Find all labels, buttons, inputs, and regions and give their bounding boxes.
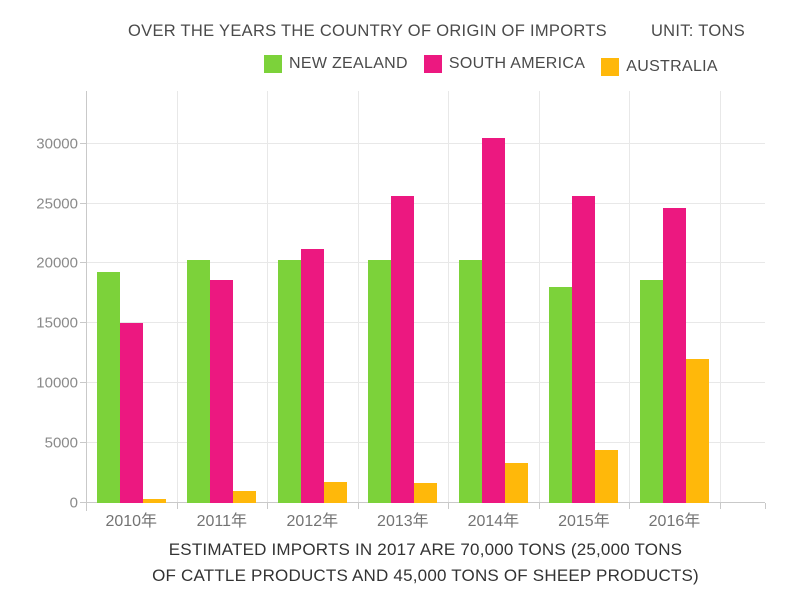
bar-new-zealand-2010[interactable] [96,271,120,503]
x-axis-label-2014: 2014年 [467,513,520,530]
y-tick-30000 [80,142,86,144]
bar-australia-2010[interactable] [142,499,166,503]
caption: ESTIMATED IMPORTS IN 2017 ARE 70,000 TON… [86,537,765,589]
x-tick-2 [267,503,269,509]
unit-label: UNIT: TONS [650,22,746,40]
bar-south-america-2016[interactable] [662,207,686,503]
y-tick-15000 [80,322,86,324]
legend-label-new-zealand: NEW ZEALAND [289,55,408,72]
bar-australia-2013[interactable] [414,482,438,503]
bar-new-zealand-2016[interactable] [639,279,663,503]
caption-line-2: OF CATTLE PRODUCTS AND 45,000 TONS OF SH… [152,566,699,585]
x-axis-label-2016: 2016年 [648,513,701,530]
gridline-h-30000 [86,142,765,144]
x-axis-label-2015: 2015年 [558,513,610,530]
bar-new-zealand-2015[interactable] [549,287,573,503]
gridline-h-20000 [86,262,765,264]
x-tick-end [765,503,766,509]
y-tick-25000 [80,202,86,204]
bar-australia-2011[interactable] [233,491,257,503]
y-axis-label-15000: 15000 [36,314,78,332]
bar-new-zealand-2012[interactable] [277,260,301,503]
bar-australia-2014[interactable] [504,463,528,503]
gridline-h-5000 [86,442,765,444]
bar-south-america-2014[interactable] [481,137,505,503]
chart-title: OVER THE YEARS THE COUNTRY OF ORIGIN OF … [128,22,607,40]
y-tick-10000 [80,382,86,384]
y-tick-20000 [80,262,86,264]
y-tick-5000 [80,442,86,444]
legend-swatch-new-zealand [264,55,282,73]
gridline-v-6 [629,91,631,503]
x-tick-4 [448,503,450,509]
x-tick-5 [538,503,540,509]
x-axis-label-2011: 2011年 [196,513,247,530]
y-tick-0 [80,502,86,503]
y-axis-line [86,91,87,511]
x-axis-label-2013: 2013年 [377,513,429,530]
gridline-h-15000 [86,322,765,324]
y-axis-label-20000: 20000 [36,254,78,272]
legend-label-australia: AUSTRALIA [626,58,718,75]
bar-new-zealand-2014[interactable] [458,260,482,503]
bar-australia-2015[interactable] [595,450,619,503]
plot-area: 0 5000 10000 15000 20000 25000 30000 2010年 2011年… [36,91,766,530]
caption-line-1: ESTIMATED IMPORTS IN 2017 ARE 70,000 TON… [168,540,683,559]
legend-swatch-australia [601,58,620,76]
legend-item-south-america[interactable]: SOUTH AMERICA [423,55,586,73]
y-axis-label-0: 0 [69,494,78,512]
x-tick-6 [629,503,631,509]
bar-australia-2016[interactable] [685,358,709,503]
y-axis-label-30000: 30000 [36,135,78,153]
gridline-v-3 [357,91,359,503]
y-axis-label-25000: 25000 [36,195,78,213]
gridline-h-10000 [86,382,765,384]
legend-label-south-america: SOUTH AMERICA [448,55,586,72]
bar-new-zealand-2013[interactable] [368,260,392,503]
gridline-v-1 [176,91,178,503]
bar-south-america-2013[interactable] [391,196,415,503]
bar-south-america-2015[interactable] [572,196,596,503]
gridline-v-7 [719,91,721,503]
chart-header: OVER THE YEARS THE COUNTRY OF ORIGIN OF … [128,22,801,41]
bar-south-america-2011[interactable] [210,280,234,503]
x-tick-3 [357,503,359,509]
gridline-v-5 [538,91,540,503]
x-axis-label-2010: 2010年 [105,513,158,530]
x-tick-7 [719,503,721,509]
x-axis-label-2012: 2012年 [286,513,339,530]
legend-item-australia[interactable]: AUSTRALIA [601,58,718,76]
x-tick-1 [176,503,178,509]
legend: NEW ZEALAND SOUTH AMERICA AUSTRALIA [264,55,718,76]
bar-south-america-2012[interactable] [300,248,324,503]
legend-swatch-south-america [423,55,442,73]
gridline-v-2 [267,91,269,503]
gridline-h-25000 [86,202,765,204]
gridline-v-4 [448,91,450,503]
bar-south-america-2010[interactable] [119,323,143,503]
bar-new-zealand-2011[interactable] [187,260,211,503]
bar-australia-2012[interactable] [323,482,347,503]
legend-item-new-zealand[interactable]: NEW ZEALAND [264,55,408,73]
y-axis-label-10000: 10000 [36,374,78,392]
y-axis-label-5000: 5000 [44,434,78,452]
